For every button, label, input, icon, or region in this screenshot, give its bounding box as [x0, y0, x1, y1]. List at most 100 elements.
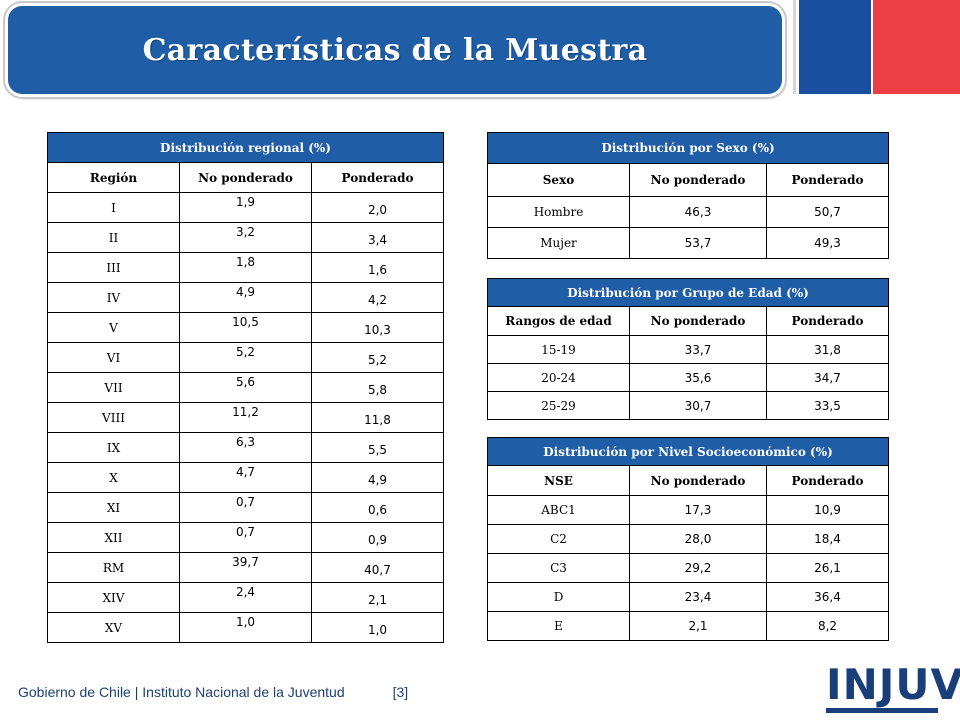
- row-label-cell: E: [487, 611, 630, 641]
- table-row: RM 39,7 40,7: [47, 552, 444, 583]
- cell-text: 10,3: [364, 322, 391, 337]
- cell-text: XIV: [102, 590, 125, 605]
- ponderado-cell: 33,5: [765, 391, 890, 420]
- cell-text: 1,9: [235, 194, 256, 209]
- no-ponderado-cell: 1,8: [179, 252, 312, 283]
- cell-text: 2,0: [367, 202, 388, 217]
- cell-text: 6,3: [235, 434, 256, 449]
- row-label-cell: III: [47, 252, 180, 283]
- injuv-logo-bar: [826, 708, 938, 713]
- cell-text: 1,0: [367, 622, 388, 637]
- ponderado-cell: 5,5: [311, 432, 444, 463]
- cell-text: 18,4: [814, 532, 841, 546]
- row-label-cell: VIII: [47, 402, 180, 433]
- row-label-cell: II: [47, 222, 180, 253]
- cell-text: Mujer: [540, 236, 577, 250]
- cell-text: 0,9: [367, 532, 388, 547]
- cell-text: 35,6: [684, 370, 712, 385]
- cell-text: 5,2: [235, 344, 256, 359]
- row-label-cell: 20-24: [487, 363, 630, 392]
- row-label-cell: 25-29: [487, 391, 630, 420]
- table-row: Hombre 46,3 50,7: [487, 196, 889, 228]
- cell-text: 28,0: [684, 532, 712, 546]
- cell-text: VIII: [102, 410, 125, 425]
- ponderado-cell: 2,1: [311, 582, 444, 613]
- cell-text: 11,8: [364, 412, 391, 427]
- cell-text: VII: [104, 380, 123, 395]
- row-label-cell: D: [487, 582, 630, 612]
- no-ponderado-cell: 17,3: [629, 495, 767, 525]
- no-ponderado-cell: 35,6: [629, 363, 767, 392]
- table-row: VI 5,2 5,2: [47, 342, 444, 373]
- ponderado-cell: 10,3: [311, 312, 444, 343]
- row-label-cell: XIV: [47, 582, 180, 613]
- row-label-cell: 15-19: [487, 335, 630, 364]
- cell-text: RM: [102, 560, 125, 575]
- ponderado-cell: 4,9: [311, 462, 444, 493]
- cell-text: 0,7: [235, 494, 256, 509]
- nse-header-nse: NSE: [487, 465, 630, 496]
- table-row: C2 28,0 18,4: [487, 524, 890, 554]
- no-ponderado-cell: 5,2: [179, 342, 312, 373]
- no-ponderado-cell: 28,0: [629, 524, 767, 554]
- cell-text: 20-24: [541, 370, 576, 385]
- table-row: XIV 2,4 2,1: [47, 582, 444, 613]
- cell-text: 46,3: [684, 205, 712, 219]
- cell-text: 30,7: [684, 398, 712, 413]
- row-label-cell: XI: [47, 492, 180, 523]
- cell-text: 34,7: [814, 370, 841, 385]
- ponderado-cell: 10,9: [765, 495, 890, 525]
- cell-text: 36,4: [814, 590, 841, 604]
- no-ponderado-cell: 5,6: [179, 372, 312, 403]
- cell-text: X: [109, 470, 118, 485]
- cell-text: 2,1: [367, 592, 388, 607]
- sexo-table-body: Hombre 46,3 50,7 Mujer 53,7 49,3: [487, 196, 889, 259]
- cell-text: 8,2: [817, 619, 838, 633]
- cell-text: IV: [106, 290, 121, 305]
- cell-text: 33,7: [684, 342, 712, 357]
- nse-table-title: Distribución por Nivel Socioeconómico (%…: [486, 437, 890, 466]
- row-label-cell: VI: [47, 342, 180, 373]
- table-row: IV 4,9 4,2: [47, 282, 444, 313]
- regional-header-no-ponderado: No ponderado: [179, 162, 312, 193]
- edad-table-body: 15-19 33,7 31,8 20-24 35,6 34,7 25-29 30,7 33,5: [487, 335, 890, 420]
- no-ponderado-cell: 4,7: [179, 462, 312, 493]
- cell-text: C3: [550, 561, 567, 575]
- footer: Gobierno de Chile | Instituto Nacional d…: [18, 684, 408, 700]
- title-banner: Características de la Muestra: [8, 6, 782, 94]
- ponderado-cell: 11,8: [311, 402, 444, 433]
- row-label-cell: Hombre: [487, 196, 630, 228]
- table-row: V 10,5 10,3: [47, 312, 444, 343]
- table-row: X 4,7 4,9: [47, 462, 444, 493]
- table-row: I 1,9 2,0: [47, 192, 444, 223]
- cell-text: 4,2: [367, 292, 388, 307]
- table-row: VII 5,6 5,8: [47, 372, 444, 403]
- sexo-header-ponderado: Ponderado: [766, 163, 889, 197]
- no-ponderado-cell: 3,2: [179, 222, 312, 253]
- cell-text: E: [554, 619, 563, 633]
- nse-header-ponderado: Ponderado: [765, 465, 890, 496]
- regional-table-body: I 1,9 2,0 II 3,2 3,4 III 1,8 1,6 IV 4,9 4,2 V 10,5 10,…: [47, 192, 444, 643]
- edad-table: Distribución por Grupo de Edad (%) Rango…: [486, 278, 890, 420]
- cell-text: 49,3: [814, 236, 841, 250]
- ponderado-cell: 50,7: [766, 196, 889, 228]
- ponderado-cell: 49,3: [766, 227, 889, 259]
- edad-header-rangos: Rangos de edad: [487, 306, 630, 336]
- no-ponderado-cell: 2,4: [179, 582, 312, 613]
- cell-text: 23,4: [684, 590, 712, 604]
- sexo-header-sexo: Sexo: [487, 163, 630, 197]
- ponderado-cell: 40,7: [311, 552, 444, 583]
- ponderado-cell: 3,4: [311, 222, 444, 253]
- nse-header-no-ponderado: No ponderado: [629, 465, 767, 496]
- cell-text: I: [111, 200, 116, 215]
- table-row: D 23,4 36,4: [487, 582, 890, 612]
- cell-text: 11,2: [232, 404, 259, 419]
- cell-text: 25-29: [541, 398, 576, 413]
- sexo-table-title: Distribución por Sexo (%): [487, 132, 889, 164]
- row-label-cell: RM: [47, 552, 180, 583]
- row-label-cell: IX: [47, 432, 180, 463]
- ponderado-cell: 31,8: [765, 335, 890, 364]
- ponderado-cell: 26,1: [765, 553, 890, 583]
- cell-text: 4,9: [367, 472, 388, 487]
- cell-text: XI: [106, 500, 121, 515]
